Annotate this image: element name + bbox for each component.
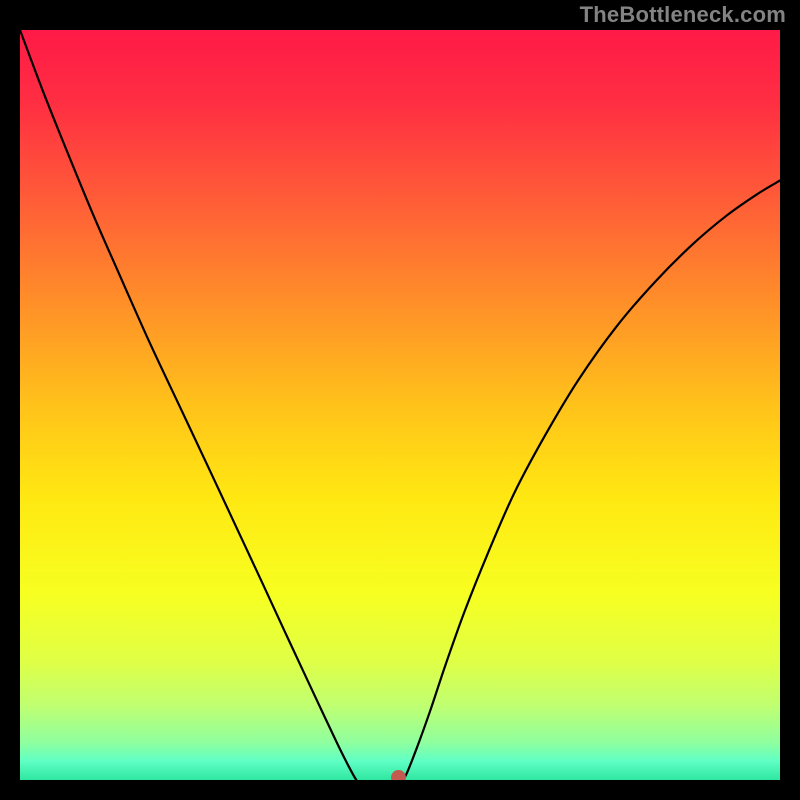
watermark-text: TheBottleneck.com [580,2,786,28]
bottleneck-curve [20,30,780,780]
chart-frame: TheBottleneck.com [0,0,800,800]
plot-area [20,30,780,780]
